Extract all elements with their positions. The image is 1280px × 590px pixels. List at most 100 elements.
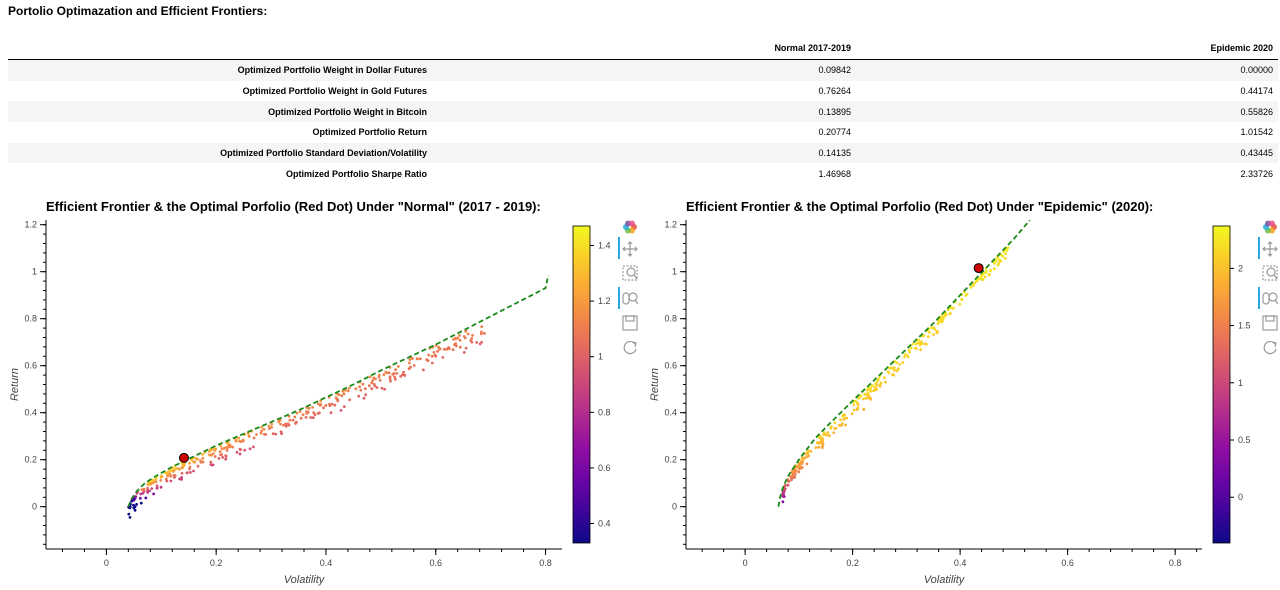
portfolio-point — [862, 397, 865, 401]
portfolio-point — [132, 506, 136, 510]
portfolio-point — [416, 357, 419, 361]
portfolio-point — [919, 348, 922, 352]
pan-icon[interactable] — [1262, 241, 1278, 257]
box-zoom-icon[interactable] — [1262, 265, 1278, 281]
portfolio-point — [359, 388, 363, 392]
table-row: Optimized Portfolio Weight in Gold Futur… — [8, 81, 1278, 102]
portfolio-point — [255, 433, 258, 436]
portfolio-point — [304, 416, 308, 419]
portfolio-point — [221, 456, 225, 459]
portfolio-point — [418, 357, 422, 361]
table-header-normal: Normal 2017-2019 — [432, 41, 856, 60]
normal-frontier-plot[interactable]: Efficient Frontier & the Optimal Porfoli… — [0, 195, 640, 590]
portfolio-point — [293, 415, 297, 419]
epidemic-frontier-plot[interactable]: Efficient Frontier & the Optimal Porfoli… — [640, 195, 1280, 590]
portfolio-point — [142, 487, 146, 491]
row-label: Optimized Portfolio Return — [312, 127, 428, 138]
portfolio-point — [393, 377, 397, 381]
wheel-glyph — [1262, 292, 1270, 305]
portfolio-point — [380, 386, 384, 390]
portfolio-point — [782, 495, 786, 498]
portfolio-point — [993, 262, 996, 265]
portfolio-point — [988, 272, 991, 276]
portfolio-point — [178, 467, 181, 471]
portfolio-point — [186, 471, 189, 475]
epidemic-value: 1.01542 — [1240, 127, 1273, 138]
portfolio-point — [252, 445, 255, 449]
portfolio-point — [340, 394, 344, 398]
save-label — [625, 315, 635, 322]
y-tick-label: 0.6 — [664, 361, 677, 371]
row-label: Optimized Portfolio Standard Deviation/V… — [8, 142, 432, 164]
portfolio-point — [828, 434, 831, 438]
portfolio-point — [886, 370, 890, 373]
portfolio-point — [999, 259, 1003, 263]
x-tick-label: 0.6 — [429, 558, 442, 568]
portfolio-point — [935, 330, 939, 333]
portfolio-point — [422, 368, 425, 372]
x-tick-label: 0.2 — [846, 558, 859, 568]
reset-icon[interactable] — [623, 340, 637, 355]
portfolio-point — [190, 458, 193, 462]
portfolio-point — [801, 457, 805, 461]
portfolio-point — [904, 353, 907, 356]
portfolio-point — [389, 379, 392, 383]
wheel-zoom-icon[interactable] — [1262, 292, 1279, 305]
pan-glyph — [1262, 241, 1278, 257]
portfolio-point — [819, 436, 823, 440]
portfolio-point — [196, 457, 199, 461]
save-icon[interactable] — [1262, 315, 1278, 331]
portfolio-point — [192, 469, 195, 473]
optimal-portfolio-point[interactable] — [973, 263, 984, 274]
portfolio-point — [364, 387, 367, 391]
portfolio-point — [234, 439, 238, 443]
optimal-portfolio-point[interactable] — [178, 452, 189, 463]
portfolio-point — [797, 470, 801, 474]
portfolio-point — [989, 269, 993, 272]
portfolio-point — [470, 337, 474, 340]
portfolio-point — [797, 464, 801, 467]
portfolio-point — [208, 450, 211, 453]
portfolio-point — [199, 460, 203, 464]
colorbar-tick-label: 1 — [598, 352, 603, 362]
portfolio-point — [925, 342, 928, 346]
portfolio-point — [850, 412, 854, 416]
colorbar — [1212, 225, 1231, 544]
portfolio-point — [224, 454, 228, 457]
portfolio-point — [164, 477, 168, 481]
portfolio-point — [287, 415, 291, 418]
portfolio-point — [307, 406, 311, 410]
bokeh-logo-icon[interactable] — [1263, 220, 1277, 234]
reset-icon[interactable] — [1263, 340, 1277, 355]
save-icon[interactable] — [622, 315, 638, 331]
portfolio-point — [1003, 256, 1007, 260]
portfolio-point — [408, 361, 411, 365]
box-zoom-lens — [1266, 267, 1276, 277]
portfolio-point — [132, 503, 135, 507]
portfolio-point — [800, 462, 804, 465]
box-zoom-icon[interactable] — [622, 265, 638, 281]
portfolio-point — [403, 373, 406, 377]
y-tick-label: 0.4 — [664, 408, 677, 418]
bokeh-logo-icon[interactable] — [623, 220, 637, 234]
pan-icon[interactable] — [622, 241, 638, 257]
portfolio-point — [840, 424, 843, 427]
portfolio-point — [456, 336, 460, 340]
portfolio-point — [231, 445, 235, 449]
y-tick-label: 1 — [672, 267, 677, 277]
portfolio-point — [920, 342, 924, 345]
chart-title: Efficient Frontier & the Optimal Porfoli… — [686, 199, 1153, 214]
epidemic-value: 0.44174 — [1240, 86, 1273, 97]
portfolio-point — [262, 428, 266, 431]
wheel-zoom-active-indicator — [1258, 287, 1260, 309]
wheel-zoom-icon[interactable] — [622, 292, 639, 305]
portfolio-point — [370, 381, 374, 385]
portfolio-point — [940, 319, 944, 323]
portfolio-point — [834, 426, 838, 430]
portfolio-point — [895, 361, 899, 365]
colorbar-tick-label: 2 — [1238, 263, 1243, 273]
y-tick-label: 0.8 — [664, 314, 677, 324]
colorbar-tick-label: 1 — [1238, 378, 1243, 388]
portfolio-point — [430, 354, 434, 358]
x-tick-label: 0 — [743, 558, 748, 568]
